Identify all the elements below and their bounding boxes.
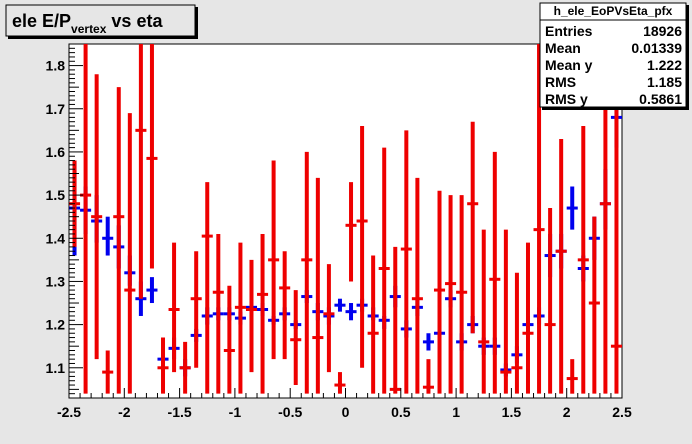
stats-value: 0.5861 (639, 91, 682, 107)
y-tick-label: 1.4 (46, 230, 66, 246)
stats-shadow-right (686, 5, 689, 109)
x-tick-label: -0.5 (278, 404, 302, 420)
stats-value: 0.01339 (631, 40, 682, 56)
x-tick-label: 0 (342, 404, 350, 420)
x-tick-label: 1.5 (502, 404, 522, 420)
x-tick-label: -1.5 (168, 404, 192, 420)
x-tick-label: 0.5 (391, 404, 411, 420)
stats-rows: Entries 18926 Mean 0.01339 Mean y 1.222 RMS 1.1… (545, 23, 682, 107)
y-tick-label: 1.6 (46, 144, 66, 160)
title-shadow-right (195, 7, 198, 38)
x-axis: -2.5 -2 -1.5 -1 -0.5 0 0.5 1 1.5 2 2.5 (57, 388, 632, 420)
stats-label: Mean y (545, 57, 593, 73)
title-shadow-bottom (8, 36, 198, 39)
x-tick-label: 1 (452, 404, 460, 420)
y-tick-label: 1.8 (46, 58, 66, 74)
data-marks (69, 44, 622, 394)
stats-value: 1.222 (647, 57, 682, 73)
y-tick-label: 1.2 (46, 317, 66, 333)
stats-label: RMS y (545, 91, 588, 107)
y-axis: 1.1 1.2 1.3 1.4 1.5 1.6 1.7 1.8 (46, 43, 83, 399)
stats-box: h_ele_EoPVsEta_pfx Entries 18926 Mean 0.013… (539, 2, 689, 110)
y-tick-label: 1.3 (46, 273, 66, 289)
stats-label: RMS (545, 74, 576, 90)
stats-label: Mean (545, 40, 581, 56)
x-tick-label: -2.5 (57, 404, 81, 420)
x-tick-label: 2 (563, 404, 571, 420)
y-tick-label: 1.1 (46, 360, 66, 376)
chart-title: ele E/Pvertex vs eta (12, 11, 163, 36)
title-suffix: vs eta (106, 11, 163, 31)
x-tick-label: -1 (229, 404, 242, 420)
stats-value: 18926 (643, 23, 682, 39)
stats-value: 1.185 (647, 74, 682, 90)
stats-label: Entries (545, 23, 593, 39)
x-tick-label: 2.5 (612, 404, 632, 420)
stats-hist-name: h_ele_EoPVsEta_pfx (554, 4, 673, 18)
y-tick-label: 1.7 (46, 101, 66, 117)
title-main: ele E/P (12, 11, 71, 31)
stats-shadow-bottom (542, 107, 689, 110)
title-subscript: vertex (71, 22, 107, 36)
chart-title-box: ele E/Pvertex vs eta (5, 4, 198, 39)
x-tick-label: -2 (118, 404, 131, 420)
y-tick-label: 1.5 (46, 187, 66, 203)
